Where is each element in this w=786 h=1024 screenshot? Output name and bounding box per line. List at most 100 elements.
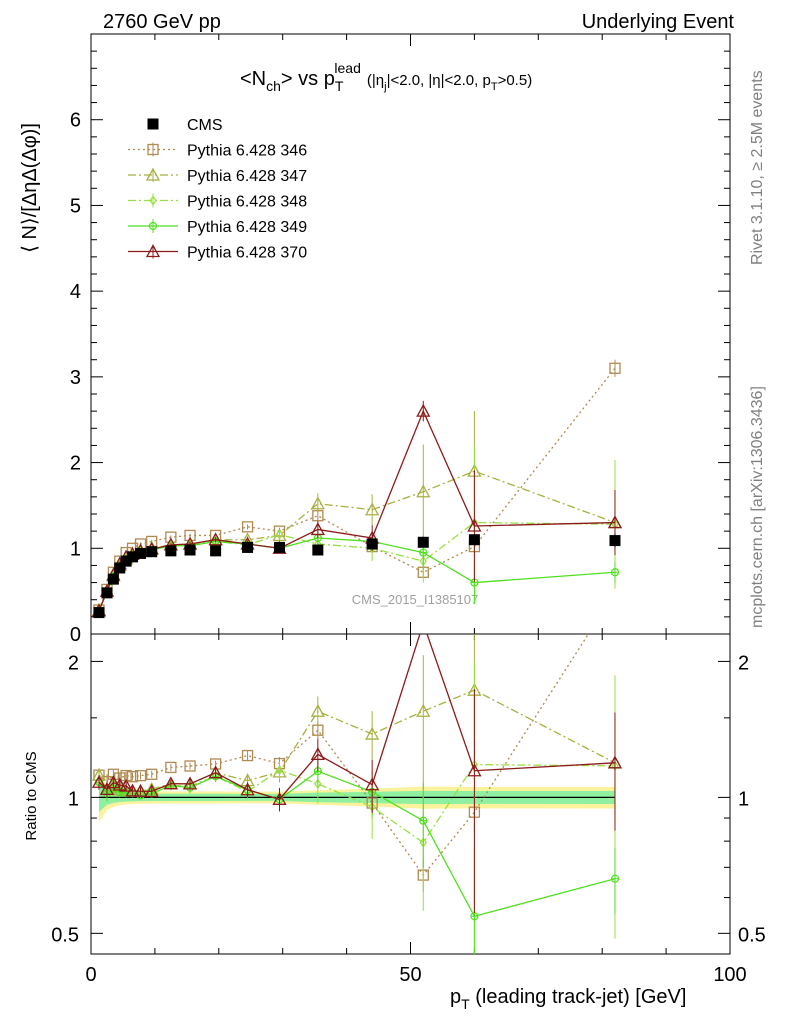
cms-point (312, 544, 324, 556)
series-line-4 (98, 409, 615, 612)
ratio-4-point (467, 763, 482, 777)
ratio-1-point (365, 726, 380, 740)
ratio-2-point (275, 765, 284, 776)
x-tick-label: 50 (399, 964, 421, 986)
y-tick-label: 4 (70, 281, 81, 303)
series-4-point (607, 515, 623, 529)
ratio-series-group (91, 587, 623, 954)
legend-marker-2 (145, 167, 161, 181)
ratio-y-tick-label-right: 1 (738, 788, 749, 810)
series-1-point (310, 496, 325, 510)
x-label-main: p (450, 986, 461, 1008)
x-label-rest: (leading track-jet) [GeV] (470, 986, 687, 1008)
ratio-line-4 (98, 634, 616, 801)
mcplots-reference-label: mcplots.cern.ch [arXiv:1306.3436] (749, 386, 766, 628)
legend-label-3: Pythia 6.428 348 (187, 194, 307, 211)
header-energy: 2760 GeV pp (103, 11, 221, 33)
ratio-axis-ticks: 0.5 0.5 1 1 2 2 0 50 100 (51, 634, 766, 986)
cms-point (468, 534, 480, 546)
title-sub1: ch (266, 78, 281, 94)
ratio-y-axis-label: Ratio to CMS (23, 751, 40, 840)
series-3-point (419, 548, 428, 557)
ratio-0-point (241, 749, 254, 762)
ratio-4-point (310, 747, 325, 761)
title-sup2: lead (334, 60, 360, 76)
chart-title: <Nch> vs pTlead(|ηj|<2.0, |η|<2.0, pT>0.… (240, 60, 532, 94)
y-tick-label: 2 (70, 453, 81, 475)
legend-label-1: Pythia 6.428 346 (187, 143, 307, 160)
ratio-4-point (417, 617, 429, 628)
ratio-y-tick-label-left: 2 (68, 652, 79, 674)
ratio-1-point (310, 703, 325, 717)
cms-point (184, 544, 196, 556)
main-axis-ticks: 0 1 2 3 4 5 6 (70, 34, 731, 646)
title-cuts-end: >0.5) (498, 72, 533, 89)
legend-marker-1 (147, 143, 159, 156)
ratio-0-point (134, 770, 147, 782)
ratio-2-point (314, 778, 322, 789)
ratio-y-tick-label-left: 1 (68, 788, 79, 810)
ratio-3-point (419, 816, 428, 825)
title-sub2: T (335, 78, 344, 94)
y-tick-label: 1 (70, 538, 81, 560)
title-cuts-sub2: T (491, 81, 498, 93)
series-3-point (610, 568, 620, 577)
ratio-y-tick-label-right: 2 (738, 652, 749, 674)
ratio-4-point (144, 783, 159, 797)
ratio-0-point (126, 771, 139, 783)
series-4-point (310, 522, 325, 536)
cms-point (146, 546, 158, 558)
x-axis-label: pT (leading track-jet) [GeV] (450, 986, 686, 1012)
x-label-sub: T (461, 996, 470, 1012)
series-4-point (467, 518, 482, 532)
ratio-y-tick-label-left: 0.5 (51, 924, 79, 946)
y-tick-label: 6 (70, 110, 81, 132)
legend-marker-4 (148, 221, 158, 231)
ratio-4-point (163, 776, 178, 790)
legend-label-0: CMS (187, 117, 223, 134)
ratio-plot: 0.5 0.5 1 1 2 2 0 50 100 (51, 587, 766, 986)
ratio-line-3 (98, 770, 616, 918)
series-2-point (275, 529, 284, 540)
ratio-0-point (610, 587, 620, 597)
title-cuts-sub: j (383, 81, 386, 93)
ratio-4-point (133, 783, 148, 797)
title-mid: > vs p (281, 68, 335, 90)
series-4-point (416, 403, 431, 417)
ratio-y-tick-label-right: 0.5 (738, 924, 766, 946)
ratio-line-0 (98, 634, 590, 877)
series-0-point (241, 521, 254, 533)
watermark: CMS_2015_I1385107 (352, 592, 479, 607)
ratio-band-layer (98, 775, 615, 823)
y-tick-label: 3 (70, 367, 81, 389)
ratio-line-2 (98, 763, 615, 844)
cms-point (366, 538, 378, 550)
ratio-series-layer (91, 587, 623, 954)
ratio-3-point (610, 874, 620, 883)
main-series-layer (91, 359, 623, 617)
ratio-4-point (106, 775, 121, 789)
x-tick-label: 100 (713, 964, 746, 986)
ratio-0-point (184, 760, 196, 772)
ratio-4-point (91, 774, 107, 788)
legend-marker-3 (149, 195, 157, 206)
cms-point (93, 607, 105, 619)
title-cuts-mid: |<2.0, |η|<2.0, p (387, 72, 491, 89)
ratio-4-point (112, 777, 127, 791)
cms-point (274, 541, 286, 553)
y-tick-label: 0 (70, 624, 81, 646)
cms-point (101, 587, 113, 599)
cms-point (165, 545, 177, 557)
ratio-4-point (365, 777, 380, 791)
ratio-3-point (470, 912, 479, 921)
ratio-4-point (240, 782, 255, 796)
ratio-4-point (607, 755, 623, 769)
legend-label-5: Pythia 6.428 370 (187, 245, 307, 262)
series-line-0 (98, 367, 616, 611)
ratio-4-point (208, 765, 223, 779)
title-cuts: (|η (367, 72, 384, 89)
main-data-layer (93, 533, 621, 619)
rivet-version-label: Rivet 3.1.10, ≥ 2.5M events (749, 70, 766, 265)
ratio-line-1 (98, 689, 616, 792)
